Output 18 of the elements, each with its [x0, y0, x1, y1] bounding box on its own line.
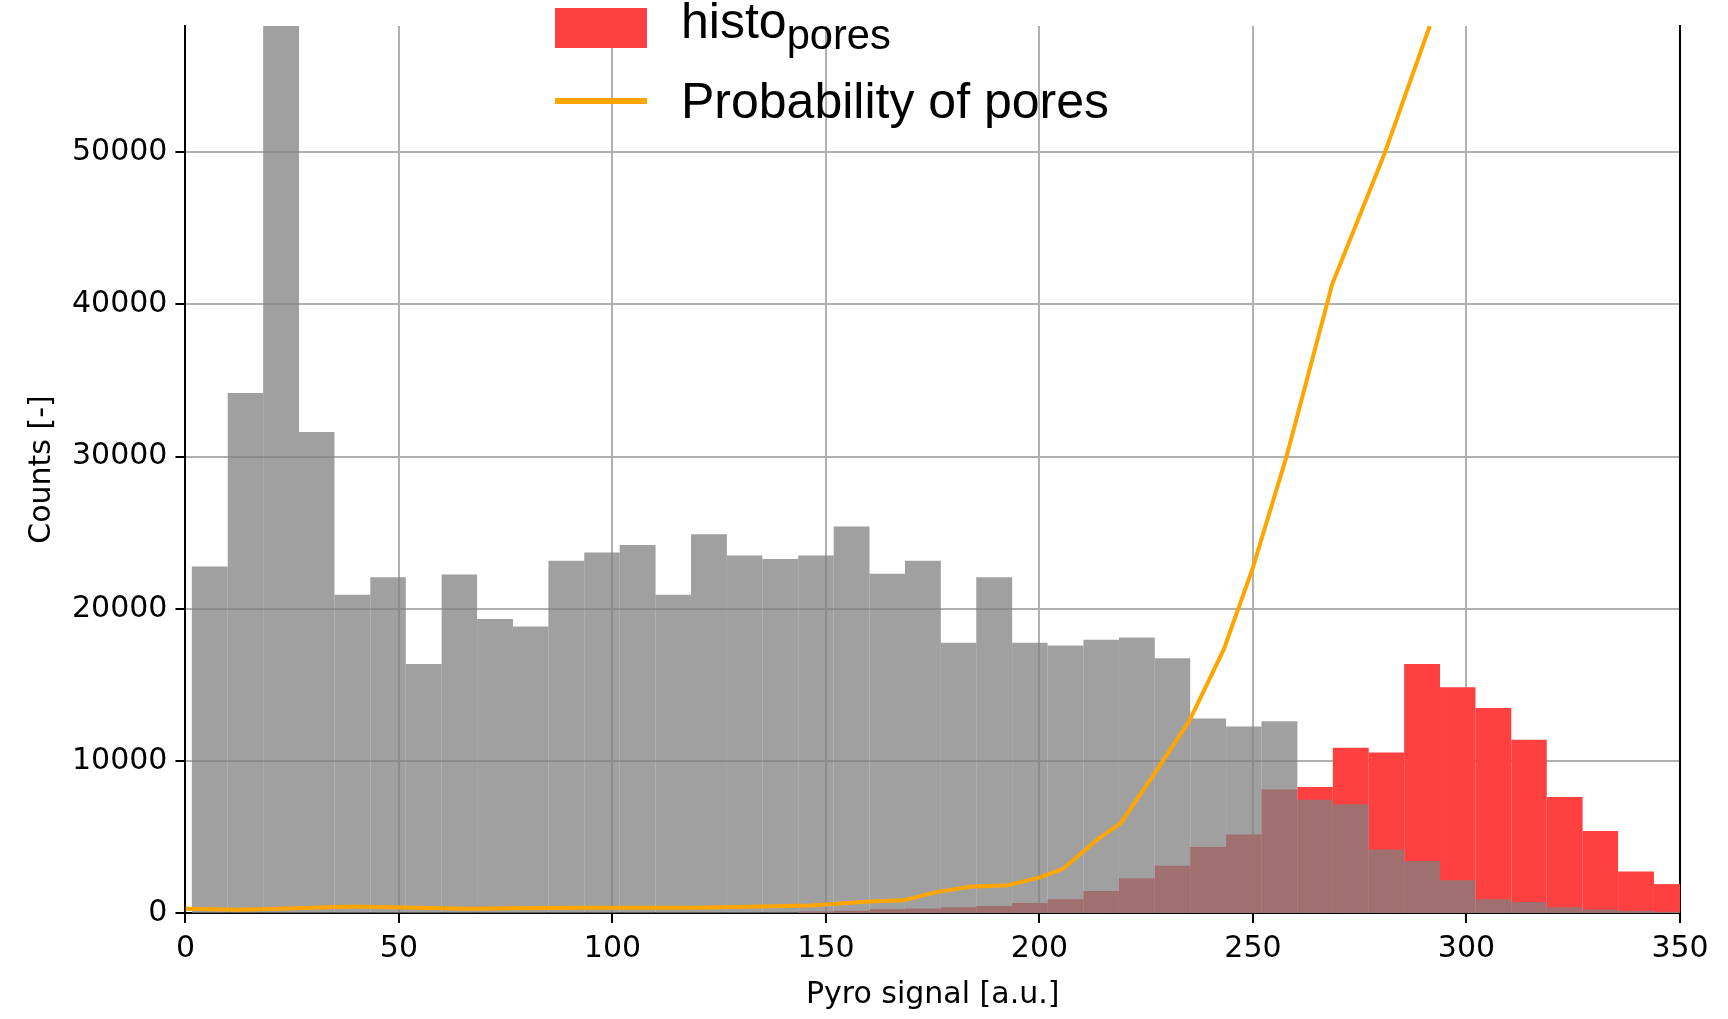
x-tick-label: 50 — [379, 928, 419, 964]
y-tick-label: 20000 — [72, 588, 168, 624]
y-tick-label: 0 — [148, 892, 168, 928]
legend-label: Probability of pores — [681, 72, 1110, 131]
y-tick-label: 50000 — [72, 132, 168, 168]
y-axis-title: Counts [-] — [21, 395, 57, 544]
legend-label: histo$_{pores}$ — [681, 0, 891, 60]
x-tick-label: 350 — [1651, 928, 1709, 964]
y-tick-label: 30000 — [72, 436, 168, 472]
x-tick-label: 300 — [1437, 928, 1496, 964]
x-tick-label: 200 — [1010, 928, 1069, 964]
x-axis-title: Pyro signal [a.u.] — [805, 974, 1060, 1010]
x-tick-label: 250 — [1224, 928, 1282, 964]
x-tick-label: 100 — [583, 928, 642, 964]
x-tick-label: 0 — [175, 928, 195, 964]
x-tick-label: 150 — [797, 928, 855, 964]
y-tick-label: 10000 — [72, 740, 168, 776]
y-tick-label: 40000 — [72, 284, 168, 320]
